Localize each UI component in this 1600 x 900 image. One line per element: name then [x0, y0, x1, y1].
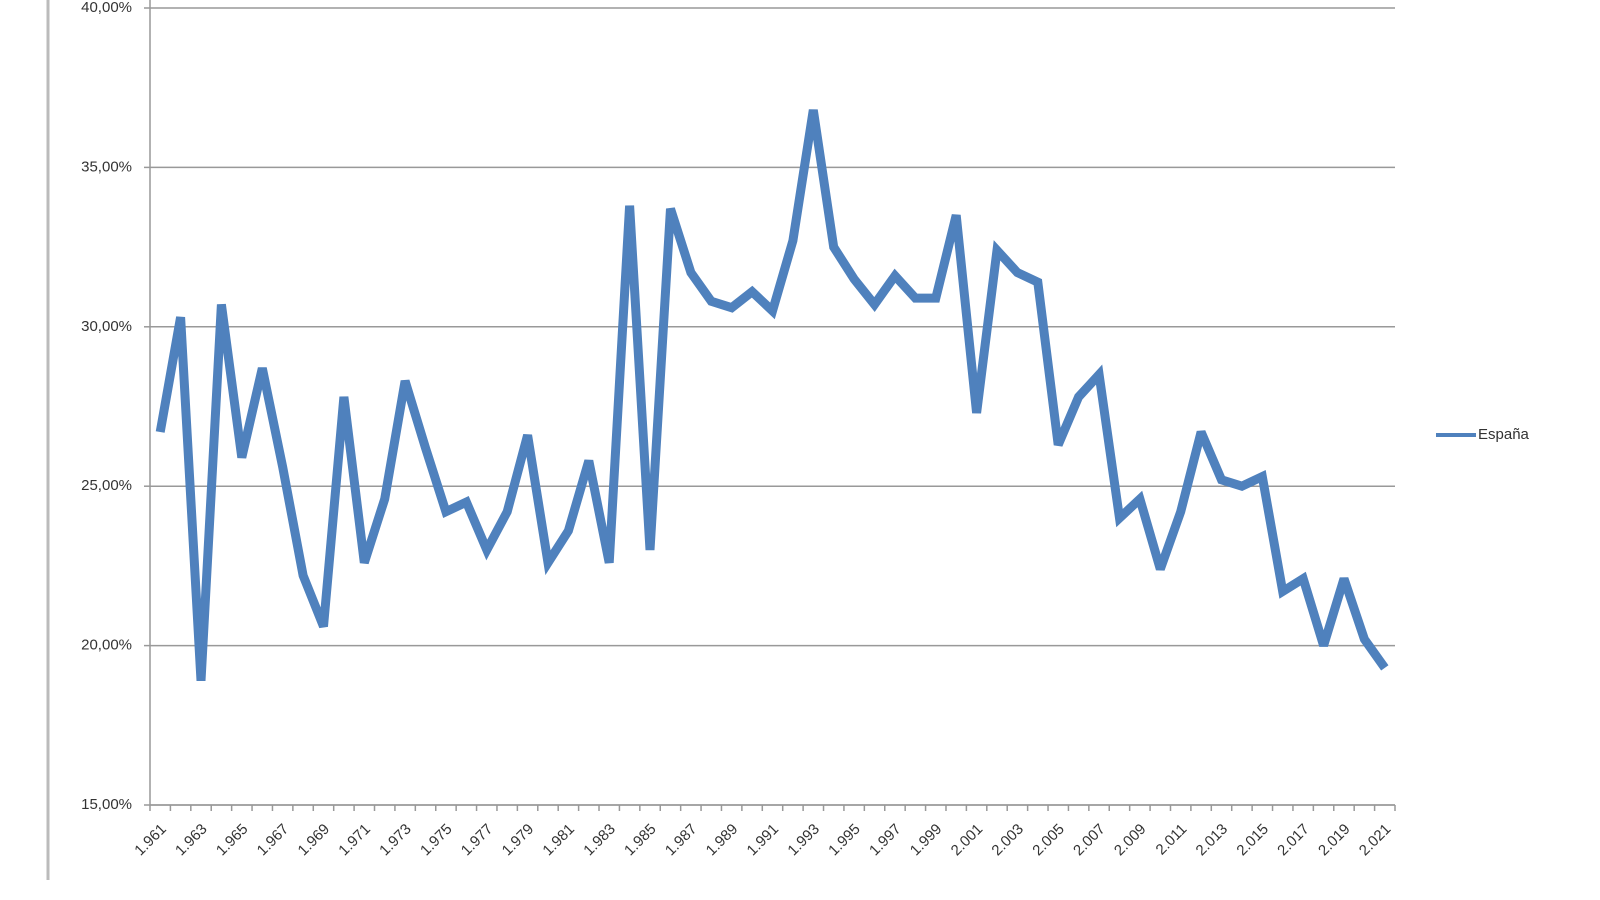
- x-tick-label: 1.969: [295, 821, 334, 860]
- x-tick-label: 1.963: [172, 821, 211, 860]
- y-tick-label: 25,00%: [81, 477, 132, 494]
- y-tick-label: 20,00%: [81, 637, 132, 654]
- x-tick-label: 1.965: [213, 821, 252, 860]
- x-tick-label: 2.021: [1356, 821, 1395, 860]
- x-tick-label: 1.979: [499, 821, 538, 860]
- x-tick-label: 1.987: [662, 821, 701, 860]
- x-tick-label: 1.973: [376, 821, 415, 860]
- y-tick-label: 15,00%: [81, 796, 132, 813]
- x-tick-label: 2.007: [1070, 821, 1109, 860]
- x-tick-label: 1.985: [621, 821, 660, 860]
- x-tick-label: 1.991: [744, 821, 783, 860]
- x-tick-label: 1.999: [907, 821, 946, 860]
- y-tick-label: 30,00%: [81, 318, 132, 335]
- x-tick-label: 2.017: [1274, 821, 1313, 860]
- x-tick-label: 1.961: [131, 821, 170, 860]
- x-tick-label: 1.993: [784, 821, 823, 860]
- x-tick-label: 1.997: [866, 821, 905, 860]
- y-tick-label: 40,00%: [81, 0, 132, 16]
- x-tick-label: 1.967: [254, 821, 293, 860]
- x-tick-label: 1.971: [335, 821, 374, 860]
- x-tick-label: 2.019: [1315, 821, 1354, 860]
- y-tick-label: 35,00%: [81, 158, 132, 175]
- x-tick-label: 2.013: [1193, 821, 1232, 860]
- x-tick-label: 1.975: [417, 821, 456, 860]
- x-tick-label: 2.005: [1029, 821, 1068, 860]
- x-tick-label: 2.003: [988, 821, 1027, 860]
- x-tick-label: 1.989: [703, 821, 742, 860]
- x-tick-label: 1.983: [580, 821, 619, 860]
- data-line: [155, 109, 1389, 681]
- x-tick-label: 1.977: [458, 821, 497, 860]
- x-tick-label: 2.001: [948, 821, 987, 860]
- x-tick-label: 2.015: [1233, 821, 1272, 860]
- legend-label: España: [1478, 426, 1530, 443]
- x-tick-label: 1.981: [539, 821, 578, 860]
- x-tick-label: 2.009: [1111, 821, 1150, 860]
- x-tick-label: 1.995: [825, 821, 864, 860]
- x-tick-label: 2.011: [1153, 821, 1191, 859]
